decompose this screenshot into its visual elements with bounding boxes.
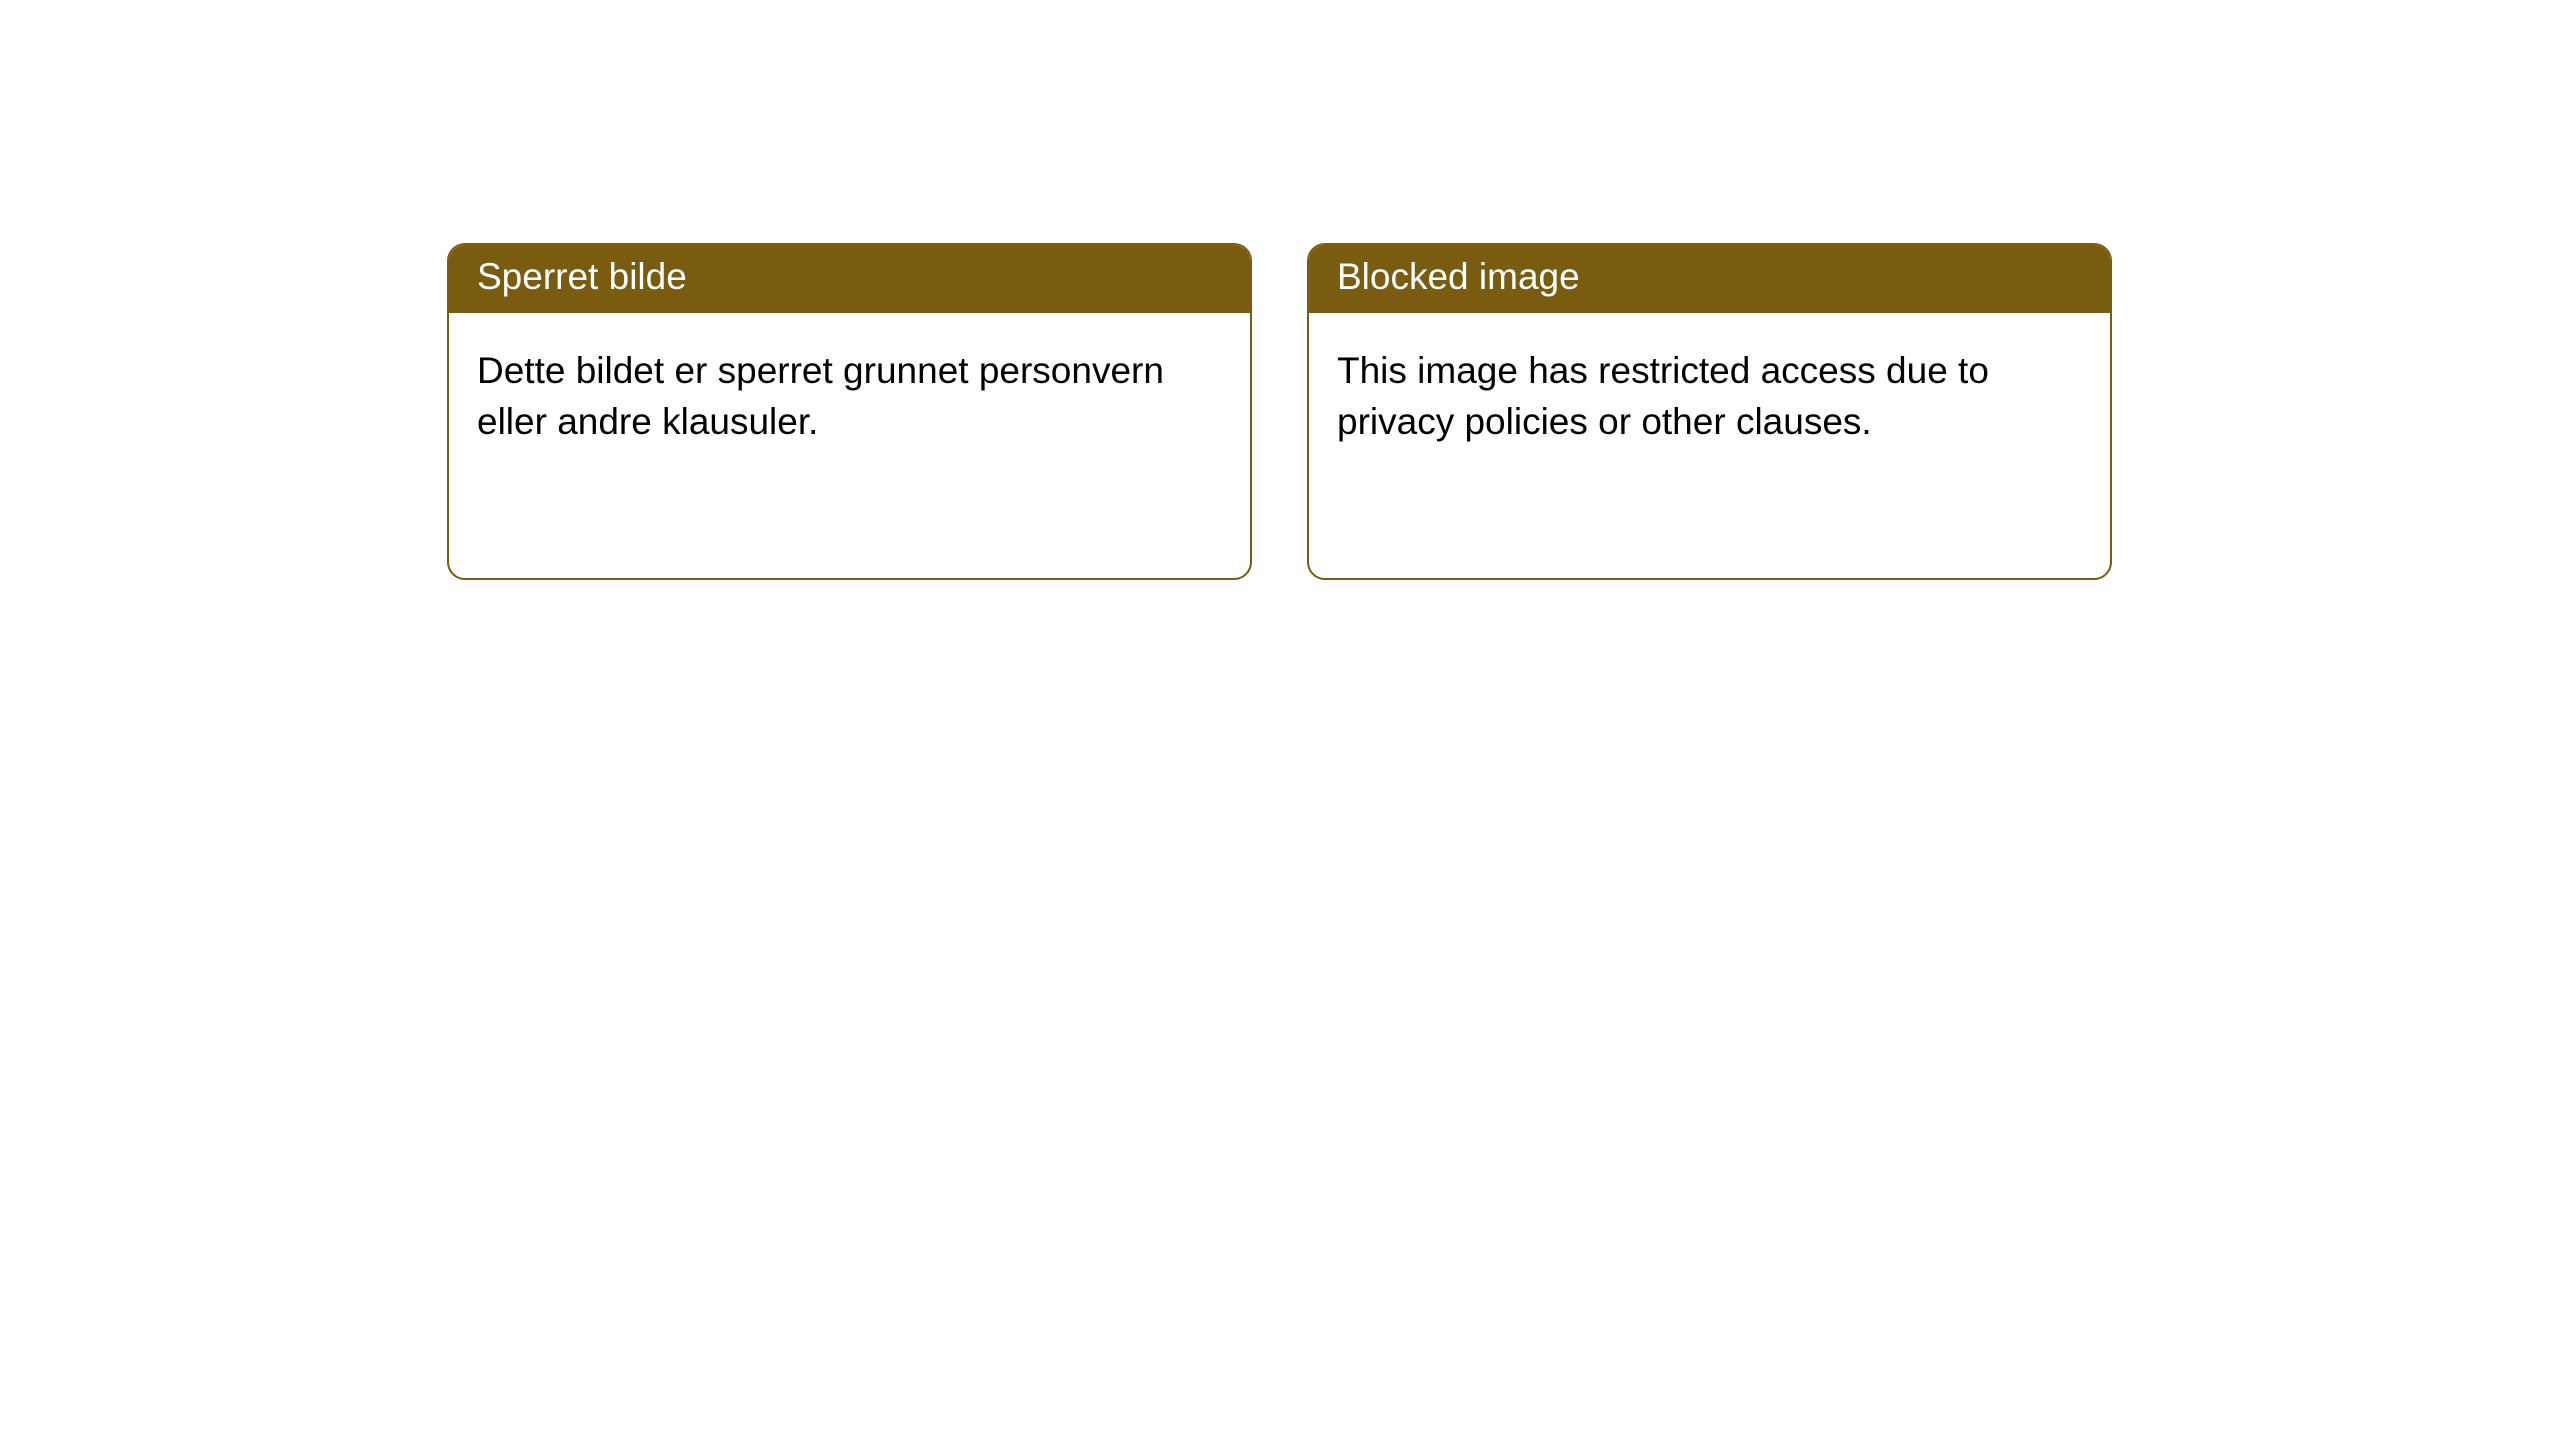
notice-body: Dette bildet er sperret grunnet personve… — [449, 313, 1250, 479]
notice-container: Sperret bilde Dette bildet er sperret gr… — [0, 0, 2560, 580]
notice-card-english: Blocked image This image has restricted … — [1307, 243, 2112, 580]
notice-card-norwegian: Sperret bilde Dette bildet er sperret gr… — [447, 243, 1252, 580]
notice-title: Sperret bilde — [449, 245, 1250, 313]
notice-body: This image has restricted access due to … — [1309, 313, 2110, 479]
notice-title: Blocked image — [1309, 245, 2110, 313]
